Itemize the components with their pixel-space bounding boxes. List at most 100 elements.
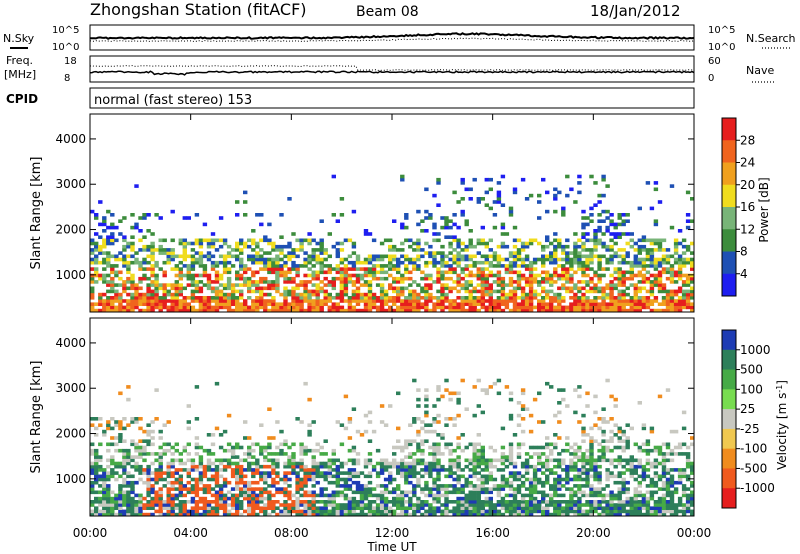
heatmap-cell [146, 487, 151, 491]
heatmap-cell [122, 238, 127, 243]
heatmap-cell [158, 302, 163, 306]
heatmap-cell [367, 254, 373, 259]
heatmap-cell [573, 283, 578, 287]
heatmap-cell [452, 213, 457, 217]
heatmap-cell [641, 512, 647, 517]
heatmap-cell [259, 302, 264, 306]
heatmap-cell [597, 193, 602, 198]
heatmap-cell [472, 448, 477, 453]
heatmap-cell [102, 216, 107, 220]
heatmap-cell [299, 448, 304, 453]
heatmap-cell [206, 251, 212, 255]
heatmap-cell [613, 299, 618, 303]
heatmap-cell [134, 302, 139, 306]
heatmap-cell [142, 458, 147, 463]
heatmap-cell [617, 222, 622, 227]
heatmap-cell [367, 471, 373, 475]
heatmap-cell [400, 512, 405, 517]
heatmap-cell [468, 484, 473, 488]
heatmap-cell [150, 292, 155, 297]
heatmap-cell [283, 244, 288, 249]
heatmap-cell [331, 213, 336, 217]
heatmap-cell [307, 477, 312, 482]
heatmap-cell [230, 448, 236, 453]
heatmap-cell [577, 490, 582, 495]
heatmap-cell [379, 496, 385, 501]
heatmap-cell [649, 254, 655, 259]
heatmap-cell [528, 500, 534, 504]
heatmap-cell [226, 305, 232, 310]
heatmap-cell [335, 480, 340, 485]
heatmap-cell [577, 299, 582, 303]
heatmap-cell [351, 267, 357, 271]
heatmap-cell [303, 512, 308, 517]
heatmap-cell [283, 506, 288, 510]
heatmap-cell [496, 280, 502, 284]
heatmap-cell [343, 238, 349, 243]
heatmap-cell [577, 238, 582, 243]
heatmap-cell [480, 410, 485, 415]
heatmap-cell [561, 299, 566, 303]
heatmap-cell [633, 260, 638, 265]
heatmap-cell [412, 464, 417, 469]
heatmap-cell [343, 487, 349, 491]
heatmap-cell [218, 445, 224, 450]
heatmap-cell [404, 276, 409, 281]
heatmap-cell [383, 276, 389, 281]
heatmap-cell [488, 458, 493, 463]
heatmap-cell [597, 448, 602, 453]
heatmap-cell [524, 458, 530, 463]
heatmap-cell [629, 468, 634, 472]
heatmap-cell [98, 276, 103, 281]
heatmap-cell [315, 254, 320, 259]
heatmap-cell [661, 496, 667, 501]
heatmap-cell [516, 487, 522, 491]
heatmap-cell [468, 490, 473, 495]
heatmap-cell [629, 270, 634, 275]
heatmap-cell [247, 305, 252, 310]
heatmap-cell [388, 273, 393, 278]
heatmap-cell [553, 445, 558, 450]
heatmap-cell [537, 455, 542, 459]
heatmap-cell [464, 302, 469, 306]
heatmap-cell [263, 257, 268, 262]
heatmap-cell [440, 468, 445, 472]
heatmap-cell [323, 487, 328, 491]
heatmap-cell [520, 442, 526, 447]
heatmap-cell [424, 439, 429, 443]
heatmap-cell [617, 254, 622, 259]
heatmap-cell [416, 292, 421, 297]
heatmap-cell [516, 296, 522, 300]
heatmap-cell [210, 493, 216, 498]
heatmap-cell [589, 305, 594, 310]
heatmap-cell [440, 254, 445, 259]
heatmap-cell [677, 289, 683, 294]
heatmap-cell [295, 500, 300, 504]
heatmap-cell [210, 289, 216, 294]
heatmap-cell [110, 490, 115, 495]
heatmap-cell [383, 458, 389, 463]
heatmap-cell [649, 241, 655, 246]
heatmap-cell [500, 203, 506, 207]
heatmap-cell [126, 471, 131, 475]
heatmap-cell [617, 493, 622, 498]
heatmap-cell [122, 439, 127, 443]
heatmap-cell [617, 474, 622, 479]
heatmap-cell [637, 500, 642, 504]
heatmap-cell [520, 464, 526, 469]
heatmap-cell [456, 391, 461, 396]
heatmap-cell [653, 503, 659, 507]
heatmap-cell [243, 509, 248, 514]
heatmap-cell [102, 503, 107, 507]
heatmap-cell [532, 500, 538, 504]
heatmap-cell [158, 461, 163, 466]
heatmap-cell [585, 280, 590, 284]
heatmap-cell [255, 289, 260, 294]
heatmap-cell [210, 452, 216, 456]
heatmap-cell [452, 190, 457, 195]
heatmap-cell [637, 490, 642, 495]
heatmap-cell [601, 448, 606, 453]
heatmap-cell [138, 299, 143, 303]
heatmap-cell [283, 305, 288, 310]
heatmap-cell [311, 468, 316, 472]
